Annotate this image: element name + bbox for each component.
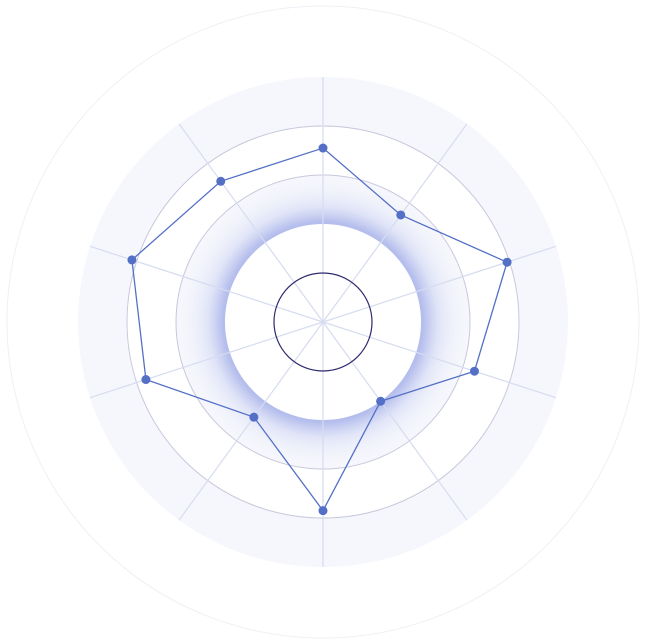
data-point: [216, 176, 226, 186]
data-point: [249, 412, 259, 422]
data-point: [318, 143, 328, 153]
data-point: [502, 257, 512, 267]
outer-ring: [6, 5, 640, 639]
data-point: [469, 366, 479, 376]
data-point: [141, 375, 151, 385]
data-point: [376, 396, 386, 406]
axis-line: [322, 245, 557, 323]
axis-line: [178, 123, 324, 323]
data-point: [318, 506, 328, 516]
split-line-1: [273, 272, 373, 372]
axis-line: [322, 321, 468, 521]
radar-axes: [89, 77, 557, 567]
axis-line: [322, 123, 468, 323]
radar-series: [127, 143, 512, 516]
axis-line: [322, 321, 557, 399]
axis-line: [89, 321, 324, 399]
data-point: [127, 255, 137, 265]
axis-line: [178, 321, 324, 521]
data-point: [396, 210, 406, 220]
